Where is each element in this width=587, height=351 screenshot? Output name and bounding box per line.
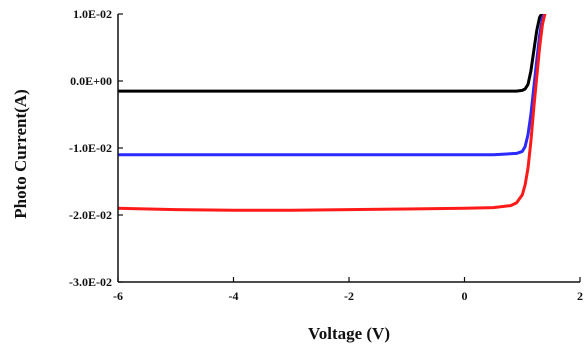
x-tick-label: 2 [577, 289, 583, 303]
y-tick-label: -2.0E-02 [69, 208, 112, 222]
y-axis-title: Photo Current(A) [11, 89, 30, 219]
x-tick-label: -6 [113, 289, 123, 303]
x-tick-label: -4 [229, 289, 239, 303]
y-tick-label: 1.0E-02 [73, 7, 112, 21]
x-tick-label: 0 [462, 289, 468, 303]
y-tick-label: -1.0E-02 [69, 141, 112, 155]
series-line-1 [118, 14, 547, 157]
axes [117, 13, 581, 283]
series-line-0 [118, 14, 544, 93]
series-layer [118, 14, 547, 212]
x-tick-label: -2 [344, 289, 354, 303]
tick-labels: -6 -4 -2 0 2 1.0E-02 0.0E+00 -1.0E-02 -2.0E-02 -3… [69, 7, 583, 303]
y-tick-label: 0.0E+00 [70, 74, 112, 88]
y-tick-label: -3.0E-02 [69, 275, 112, 289]
x-axis-title: Voltage (V) [308, 324, 390, 343]
series-line-2 [118, 14, 547, 212]
